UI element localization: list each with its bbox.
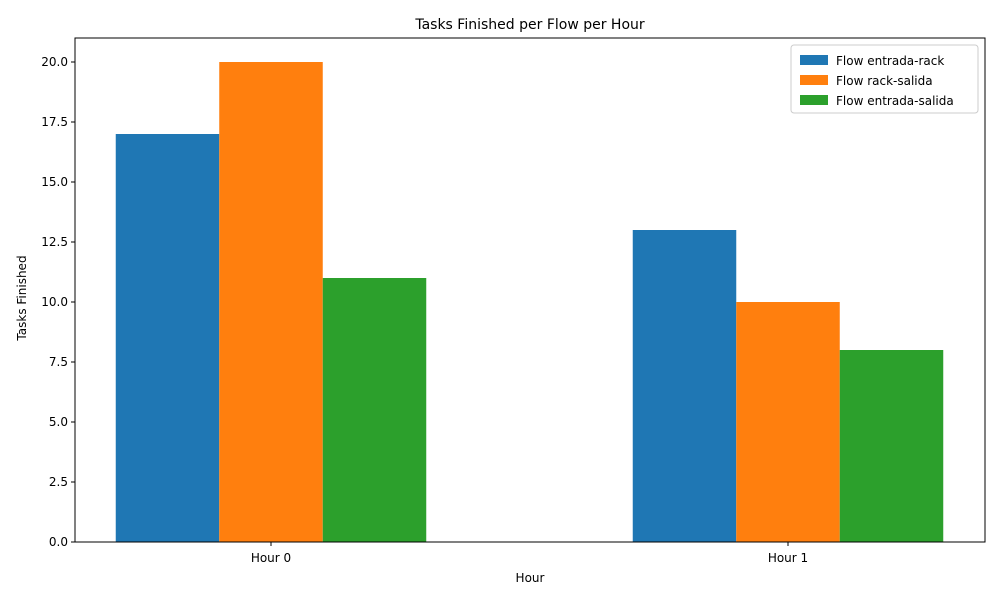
y-tick-label: 20.0 xyxy=(41,55,68,69)
bar xyxy=(736,302,840,542)
chart-title: Tasks Finished per Flow per Hour xyxy=(414,17,645,33)
x-tick-label: Hour 1 xyxy=(768,551,808,565)
plot-area: 0.0 2.5 5.0 7.5 10.0 12.5 15.0 17.5 20.0 Hour 0 Ho… xyxy=(41,37,986,565)
plot-frame xyxy=(74,37,986,543)
legend-swatch xyxy=(800,75,828,85)
bar xyxy=(115,134,220,542)
bar xyxy=(632,230,737,542)
legend-box xyxy=(790,44,979,114)
legend-label: Flow entrada-rack xyxy=(836,54,944,68)
y-tick-label: 17.5 xyxy=(41,115,68,129)
y-tick-label: 0.0 xyxy=(49,535,68,549)
bar xyxy=(219,62,323,542)
y-tick-label: 12.5 xyxy=(41,235,68,249)
y-tick-label: 7.5 xyxy=(49,355,68,369)
y-tick-label: 15.0 xyxy=(41,175,68,189)
bar xyxy=(322,278,427,542)
y-tick-label: 5.0 xyxy=(49,415,68,429)
x-tick-label: Hour 0 xyxy=(251,551,291,565)
y-tick-label: 2.5 xyxy=(49,475,68,489)
bar xyxy=(839,350,944,542)
y-axis-label: Tasks Finished xyxy=(15,255,29,341)
legend: Flow entrada-rack Flow rack-salida Flow en… xyxy=(790,44,979,114)
y-tick-label: 10.0 xyxy=(41,295,68,309)
legend-swatch xyxy=(800,95,828,105)
legend-label: Flow rack-salida xyxy=(836,74,933,88)
legend-label: Flow entrada-salida xyxy=(836,94,954,108)
x-axis-label: Hour xyxy=(516,571,545,585)
legend-swatch xyxy=(800,55,828,65)
